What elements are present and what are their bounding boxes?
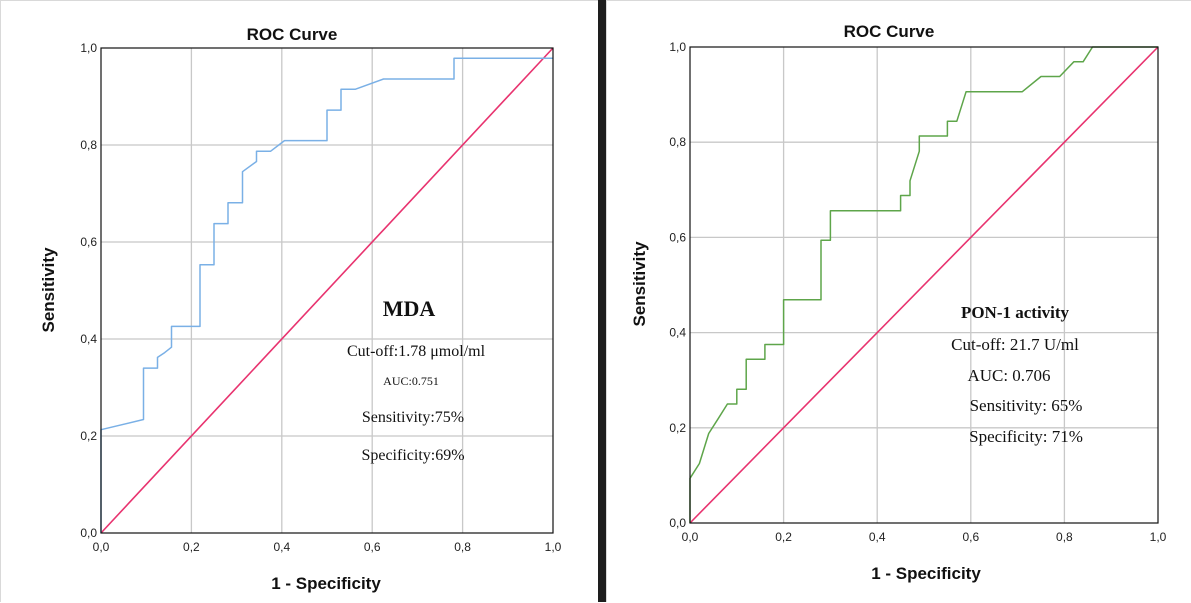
x-axis-title: 1 - Specificity	[871, 564, 981, 583]
annotation-heading: MDA	[383, 296, 436, 321]
roc-curve-line	[689, 46, 1158, 523]
plot-frame	[689, 46, 1159, 524]
chart-panel-mda: ROC Curve 1 - Specificity Sensitivity 0,…	[0, 0, 598, 602]
annotation-specificity: Specificity:69%	[361, 447, 464, 464]
y-tick-label: 1,0	[80, 41, 97, 55]
reference-line-layer	[100, 47, 554, 534]
annotation-auc: AUC: 0.706	[967, 366, 1050, 385]
x-tick-label: 0,0	[93, 540, 110, 554]
annotation-specificity: Specificity: 71%	[969, 427, 1083, 446]
y-tick-label: 0,2	[80, 429, 97, 443]
x-tick-labels: 0,0 0,2 0,4 0,6 0,8 1,0	[682, 530, 1167, 544]
x-tick-label: 0,8	[454, 540, 471, 554]
x-axis-title: 1 - Specificity	[271, 574, 381, 593]
x-tick-label: 1,0	[545, 540, 562, 554]
grid	[101, 48, 553, 533]
reference-line-layer	[689, 46, 1159, 524]
x-tick-label: 0,8	[1056, 530, 1073, 544]
annotation-auc: AUC:0.751	[383, 374, 439, 388]
x-tick-label: 1,0	[1150, 530, 1167, 544]
x-tick-label: 0,4	[869, 530, 886, 544]
x-tick-label: 0,6	[962, 530, 979, 544]
roc-series-layer	[689, 46, 1158, 523]
x-tick-labels: 0,0 0,2 0,4 0,6 0,8 1,0	[93, 540, 562, 554]
y-tick-label: 0,0	[669, 516, 686, 530]
x-tick-label: 0,2	[183, 540, 200, 554]
y-tick-label: 0,8	[669, 135, 686, 149]
y-tick-label: 0,4	[80, 332, 97, 346]
y-axis-title: Sensitivity	[39, 247, 58, 333]
y-tick-label: 0,6	[669, 230, 686, 244]
y-tick-label: 0,2	[669, 421, 686, 435]
roc-chart-pon1: ROC Curve 1 - Specificity Sensitivity 0,…	[630, 22, 1167, 583]
annotation-cutoff: Cut-off:1.78 μmol/ml	[347, 343, 486, 360]
plot-frame	[100, 47, 554, 534]
y-tick-label: 0,8	[80, 138, 97, 152]
annotation-cutoff: Cut-off: 21.7 U/ml	[951, 335, 1079, 354]
y-tick-label: 0,6	[80, 235, 97, 249]
y-tick-label: 1,0	[669, 40, 686, 54]
y-tick-label: 0,4	[669, 326, 686, 340]
roc-series-layer	[100, 57, 553, 533]
x-tick-label: 0,6	[364, 540, 381, 554]
annotation-heading: PON-1 activity	[961, 303, 1070, 322]
y-axis-title: Sensitivity	[630, 241, 649, 327]
reference-diagonal-line	[100, 47, 554, 534]
x-tick-label: 0,2	[775, 530, 792, 544]
chart-panel-pon1: ROC Curve 1 - Specificity Sensitivity 0,…	[606, 0, 1191, 602]
y-tick-label: 0,0	[80, 526, 97, 540]
reference-diagonal-line	[689, 46, 1159, 524]
chart-title: ROC Curve	[844, 22, 935, 41]
panel-divider	[598, 0, 606, 602]
chart-title: ROC Curve	[247, 25, 338, 44]
grid	[690, 47, 1158, 523]
x-tick-label: 0,0	[682, 530, 699, 544]
annotation-sensitivity: Sensitivity:75%	[362, 409, 464, 426]
y-tick-labels: 0,0 0,2 0,4 0,6 0,8 1,0	[80, 41, 97, 540]
y-tick-labels: 0,0 0,2 0,4 0,6 0,8 1,0	[669, 40, 686, 530]
roc-chart-mda: ROC Curve 1 - Specificity Sensitivity 0,…	[39, 25, 562, 593]
roc-curve-line	[100, 57, 553, 533]
x-tick-label: 0,4	[273, 540, 290, 554]
annotation-sensitivity: Sensitivity: 65%	[970, 396, 1083, 415]
